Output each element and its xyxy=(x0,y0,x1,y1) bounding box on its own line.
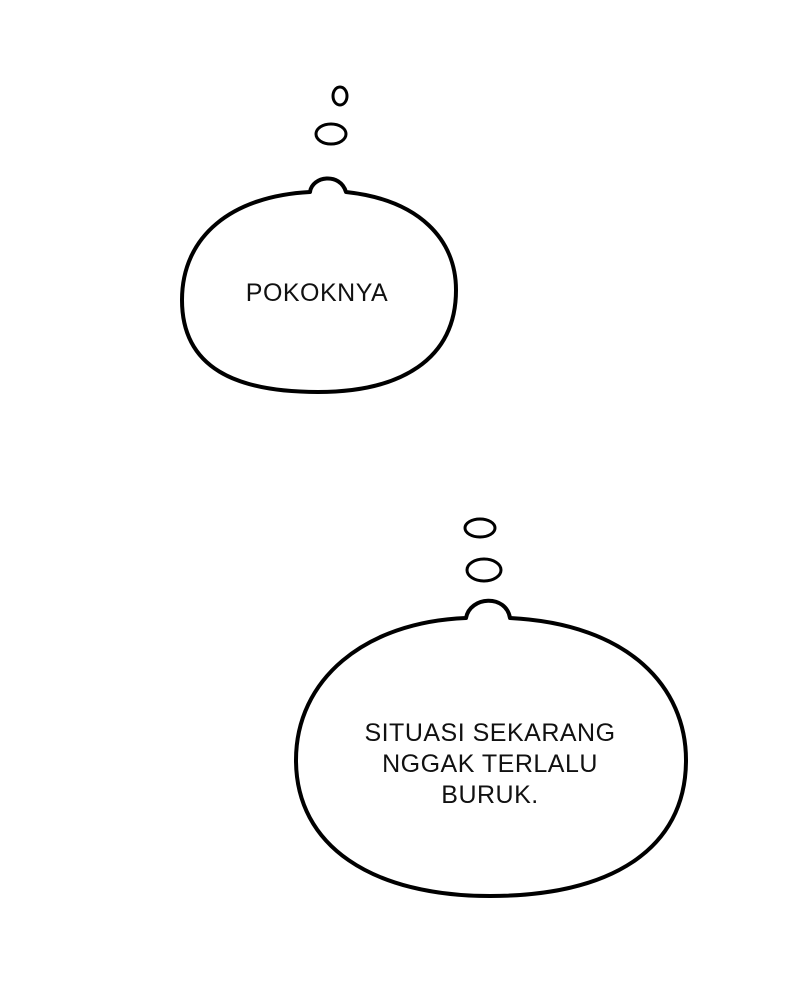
thought-bubble-2 xyxy=(294,598,688,898)
thought-trail-dot-small xyxy=(463,517,497,539)
bubble-2-text: SITUASI SEKARANG NGGAK TERLALU BURUK. xyxy=(320,718,660,811)
bubble-1-text: POKOKNYA xyxy=(200,278,434,309)
thought-trail-dot-medium xyxy=(314,122,348,146)
thought-trail-dot-medium xyxy=(465,557,503,583)
bubble-text-line: SITUASI SEKARANG xyxy=(364,719,616,747)
bubble-text-line: NGGAK TERLALU xyxy=(382,750,598,778)
bubble-text-line: POKOKNYA xyxy=(245,279,389,307)
thought-trail-dot-small xyxy=(331,85,349,107)
thought-bubble-1 xyxy=(180,176,458,394)
bubble-text-line: BURUK. xyxy=(441,781,539,809)
